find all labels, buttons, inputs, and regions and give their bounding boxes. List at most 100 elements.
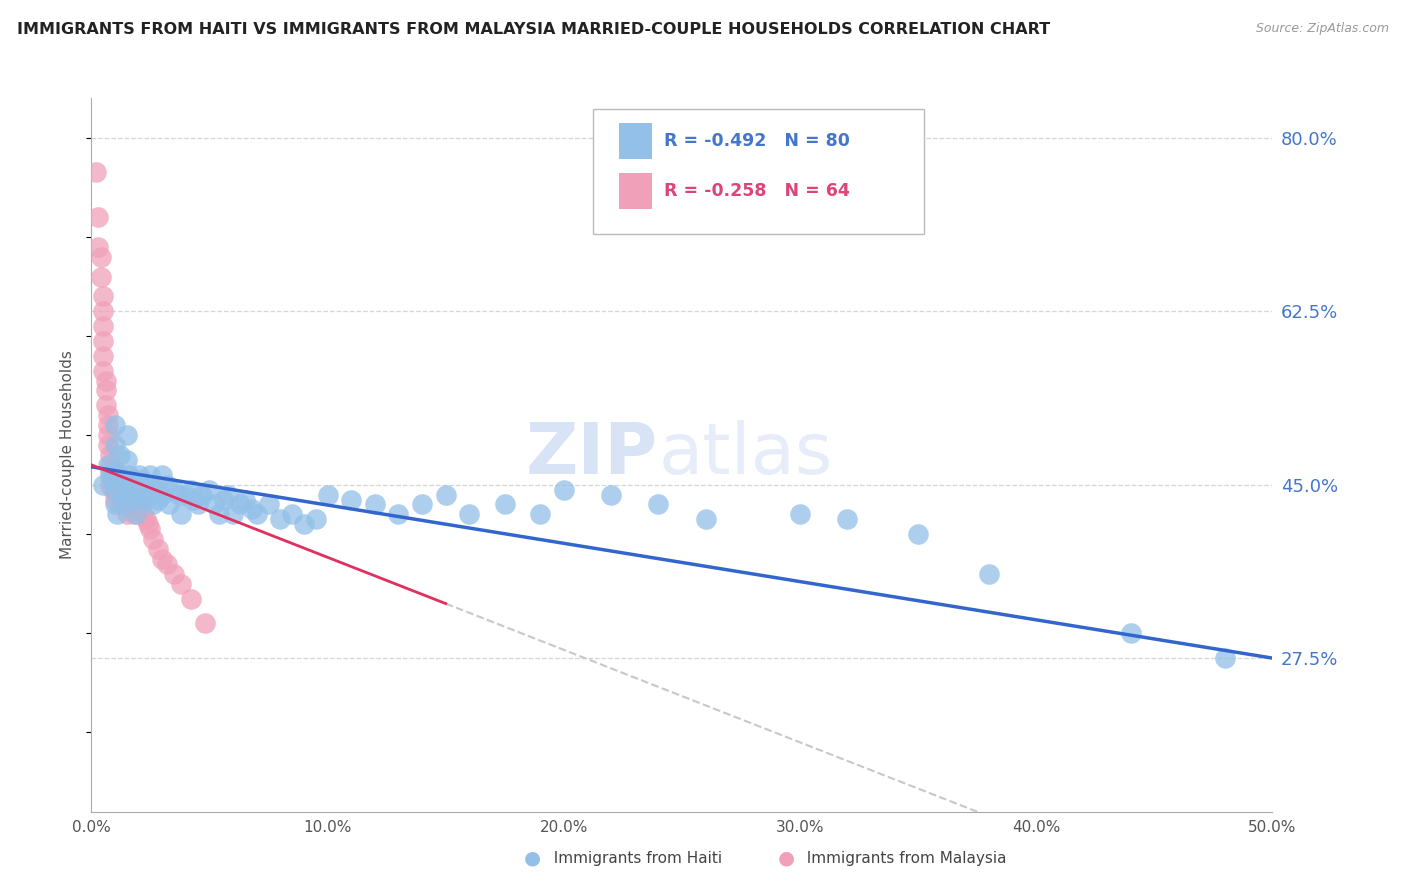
Point: [125, 508, 148, 522]
Point: [142, 532, 165, 546]
Text: ●: ●: [524, 848, 541, 868]
Point: [87, 210, 110, 224]
Point: [115, 508, 138, 522]
Point: [108, 498, 131, 512]
Point: [105, 487, 128, 501]
Point: [94, 384, 117, 398]
Point: [146, 542, 169, 557]
Point: [115, 483, 138, 497]
Point: [121, 498, 143, 512]
Point: [115, 492, 138, 507]
Point: [180, 591, 202, 606]
Point: [167, 487, 190, 501]
Point: [364, 498, 387, 512]
Point: [115, 453, 138, 467]
Point: [132, 508, 155, 522]
Point: [91, 304, 114, 318]
Point: [91, 289, 114, 303]
Point: [91, 364, 114, 378]
Point: [208, 508, 231, 522]
Point: [105, 467, 128, 482]
Bar: [619, 123, 652, 159]
Point: [122, 492, 145, 507]
Point: [122, 477, 145, 491]
Point: [118, 487, 141, 501]
Point: [105, 508, 128, 522]
Point: [128, 502, 150, 516]
Point: [150, 487, 173, 501]
Point: [907, 527, 929, 541]
Point: [122, 492, 145, 507]
Point: [181, 492, 204, 507]
Point: [411, 498, 433, 512]
Point: [108, 473, 131, 487]
Point: [90, 269, 112, 284]
Point: [87, 240, 110, 254]
Point: [316, 487, 339, 501]
Text: Immigrants from Haiti: Immigrants from Haiti: [544, 851, 723, 865]
Point: [118, 498, 141, 512]
Point: [121, 487, 143, 501]
Text: ●: ●: [778, 848, 794, 868]
Text: Source: ZipAtlas.com: Source: ZipAtlas.com: [1256, 22, 1389, 36]
Point: [91, 319, 114, 334]
Point: [135, 512, 157, 526]
Point: [114, 498, 136, 512]
Point: [198, 483, 221, 497]
Point: [98, 467, 121, 482]
Point: [104, 498, 127, 512]
Point: [97, 409, 120, 423]
Point: [125, 498, 148, 512]
Point: [156, 477, 179, 491]
Point: [84, 165, 107, 179]
Point: [136, 477, 159, 491]
Point: [104, 492, 127, 507]
Point: [146, 492, 169, 507]
Point: [434, 487, 457, 501]
Point: [121, 473, 143, 487]
Text: R = -0.492   N = 80: R = -0.492 N = 80: [664, 132, 851, 150]
Point: [104, 463, 127, 477]
Point: [257, 498, 280, 512]
Point: [91, 477, 114, 491]
FancyBboxPatch shape: [593, 109, 924, 234]
Point: [202, 498, 225, 512]
Point: [104, 418, 127, 433]
Text: ZIP: ZIP: [526, 420, 658, 490]
Point: [97, 418, 120, 433]
Point: [114, 487, 136, 501]
Point: [387, 508, 409, 522]
Point: [94, 398, 117, 412]
Point: [789, 508, 811, 522]
Point: [600, 487, 623, 501]
Point: [104, 438, 127, 452]
Point: [114, 498, 136, 512]
Point: [246, 508, 269, 522]
Point: [340, 492, 363, 507]
Point: [108, 483, 131, 497]
Point: [101, 473, 124, 487]
Point: [233, 492, 256, 507]
Point: [135, 492, 157, 507]
Point: [98, 458, 121, 472]
Point: [157, 498, 180, 512]
Point: [114, 477, 136, 491]
Point: [91, 349, 114, 363]
Point: [122, 508, 145, 522]
Point: [156, 557, 179, 571]
Point: [94, 374, 117, 388]
Point: [139, 467, 162, 482]
Point: [139, 487, 162, 501]
Point: [695, 512, 717, 526]
Bar: [619, 173, 652, 209]
Point: [111, 487, 134, 501]
Point: [494, 498, 516, 512]
Point: [97, 458, 120, 472]
Point: [529, 508, 551, 522]
Point: [98, 467, 121, 482]
Point: [111, 473, 134, 487]
Text: Immigrants from Malaysia: Immigrants from Malaysia: [797, 851, 1007, 865]
Point: [1213, 651, 1236, 665]
Point: [90, 250, 112, 264]
Point: [97, 438, 120, 452]
